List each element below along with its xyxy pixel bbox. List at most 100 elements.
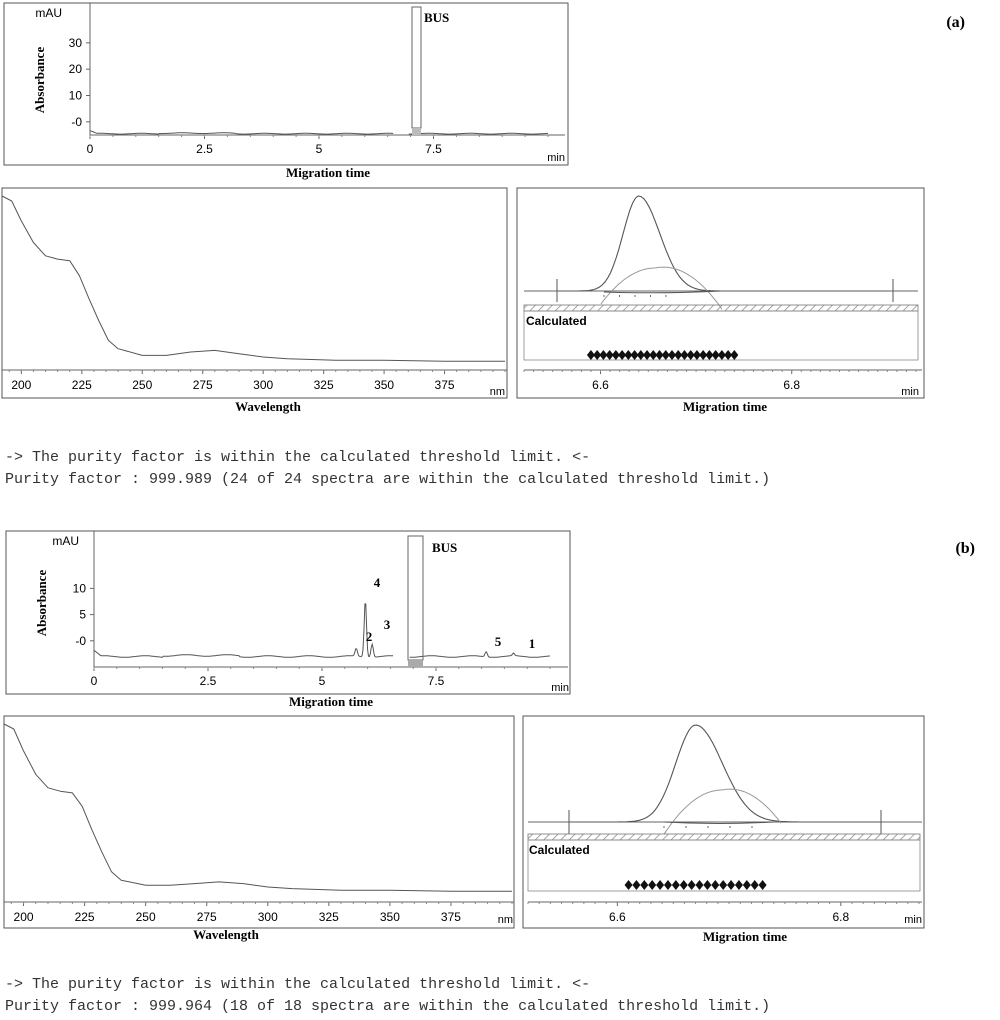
a-purity-xunit: min	[901, 386, 919, 398]
b-spectrum-diamond	[711, 880, 720, 890]
a-electropherogram-frame	[3, 2, 569, 166]
b-electropherogram: 0 2.5 5 7.5 -0 5 10 BUS 4 2 3 5 1 mAU Absorban…	[5, 530, 571, 709]
b-spectrum-diamond	[640, 880, 649, 890]
a-purity-peak-curve	[558, 195, 890, 292]
a-spectrum-diamond	[655, 350, 664, 360]
a-calculated-hatch-bar	[523, 304, 919, 312]
b-uv-frame	[3, 715, 515, 929]
a-uv-xtick-label: 275	[193, 378, 213, 392]
b-purity-threshold-curve	[663, 788, 782, 835]
b-uv-xunit: nm	[498, 914, 513, 926]
panel-label-b: (b)	[955, 540, 975, 557]
a-uv-xtick-label: 225	[72, 378, 92, 392]
a-purity-frame	[516, 187, 925, 399]
a-purity-xlabel: Migration time	[683, 399, 767, 414]
b-bus-peak-box	[407, 535, 424, 661]
b-uv-xtick-label: 250	[136, 910, 156, 924]
b-spectrum-diamond	[687, 880, 696, 890]
b-spectrum-diamond	[719, 880, 728, 890]
b-uv-series	[3, 723, 512, 892]
a-uv-xtick-label: 375	[435, 378, 455, 392]
b-uv-xtick-label: 325	[319, 910, 339, 924]
a-uv-xtick-label: 325	[314, 378, 334, 392]
a-spectrum-diamond	[630, 350, 639, 360]
b-electro-xunit: min	[551, 682, 569, 694]
a-spectrum-diamond	[611, 350, 620, 360]
b-calculated-region	[527, 839, 921, 892]
a-spectrum-diamond	[643, 350, 652, 360]
b-electro-ytick-label: -0	[75, 634, 86, 648]
b-uv-xtick-label: 225	[75, 910, 95, 924]
a-bus-peak-box	[411, 6, 422, 129]
a-spectrum-diamond	[599, 350, 608, 360]
b-electro-xtick-label: 0	[91, 674, 98, 688]
a-electro-ytick-label: 30	[69, 36, 83, 50]
b-electro-yunit: mAU	[52, 534, 79, 548]
a-electro-xtick-label: 0	[87, 142, 94, 156]
b-purity-peak-curve	[570, 724, 880, 823]
b-electro-xtick-label: 7.5	[428, 674, 445, 688]
a-electro-series	[89, 130, 548, 135]
a-spectrum-diamond	[717, 350, 726, 360]
a-spectrum-diamond	[605, 350, 614, 360]
a-spectrum-diamond	[730, 350, 739, 360]
a-spectrum-diamond	[649, 350, 658, 360]
a-purity-threshold-curve	[600, 266, 723, 310]
a-uv-series	[1, 195, 505, 362]
a-purity-message: -> The purity factor is within the calcu…	[5, 449, 590, 466]
b-spectrum-diamond	[679, 880, 688, 890]
a-bus-peak-fill	[412, 128, 421, 135]
a-uv-xtick-label: 300	[253, 378, 273, 392]
b-bus-peak-fill	[408, 660, 423, 667]
b-uv-xtick-label: 200	[14, 910, 34, 924]
b-spectrum-diamond	[671, 880, 680, 890]
a-electro-ytick-label: 20	[69, 62, 83, 76]
a-spectrum-diamond	[724, 350, 733, 360]
a-electro-xtick-label: 7.5	[425, 142, 442, 156]
b-purity-xtick-label: 6.8	[832, 910, 849, 924]
b-spectrum-diamond	[750, 880, 759, 890]
b-peak-2-label: 2	[366, 629, 373, 644]
a-uv-xtick-label: 250	[132, 378, 152, 392]
b-peak-1-label: 1	[529, 636, 536, 651]
b-spectrum-diamond	[656, 880, 665, 890]
b-uv-xtick-label: 375	[441, 910, 461, 924]
b-spectrum-diamond	[663, 880, 672, 890]
a-purity-plot: Calculated 6.6 6.8 min Migration time	[516, 187, 925, 414]
a-spectrum-diamond	[593, 350, 602, 360]
b-electro-ylabel: Absorbance	[34, 570, 49, 637]
b-spectrum-diamond	[758, 880, 767, 890]
a-purity-noise-line	[603, 290, 722, 294]
b-spectrum-diamond	[648, 880, 657, 890]
a-purity-factor-line: Purity factor : 999.989 (24 of 24 spectr…	[5, 471, 770, 488]
a-uv-frame	[1, 187, 508, 399]
a-purity-xtick-label: 6.8	[783, 378, 800, 392]
b-purity-factor-line: Purity factor : 999.964 (18 of 18 spectr…	[5, 998, 770, 1015]
b-electropherogram-frame	[5, 530, 571, 695]
a-uv-xtick-label: 350	[374, 378, 394, 392]
a-electro-ytick-label: -0	[71, 115, 82, 129]
a-spectrum-diamond	[667, 350, 676, 360]
b-electro-ytick-label: 10	[73, 581, 87, 595]
a-uv-xlabel: Wavelength	[235, 399, 301, 414]
b-spectrum-diamond	[727, 880, 736, 890]
a-spectrum-diamond	[699, 350, 708, 360]
b-spectrum-diamond	[742, 880, 751, 890]
a-bus-label: BUS	[424, 10, 449, 25]
b-uv-spectrum: 200 225 250 275 300 325 350 375 nm Wavelength	[3, 715, 515, 942]
a-electro-ytick-label: 10	[69, 89, 83, 103]
b-electro-xtick-label: 5	[319, 674, 326, 688]
a-spectrum-diamond	[692, 350, 701, 360]
b-uv-xlabel: Wavelength	[193, 927, 259, 942]
b-purity-message: -> The purity factor is within the calcu…	[5, 976, 590, 993]
a-uv-spectrum: 200 225 250 275 300 325 350 375 nm Wavelength	[1, 187, 508, 414]
b-bus-label: BUS	[432, 540, 457, 555]
b-uv-xtick-label: 300	[258, 910, 278, 924]
b-electro-xlabel: Migration time	[289, 694, 373, 709]
b-electro-xtick-label: 2.5	[200, 674, 217, 688]
b-uv-xtick-label: 275	[197, 910, 217, 924]
b-purity-noise-line	[663, 821, 775, 824]
a-spectrum-diamond	[586, 350, 595, 360]
b-purity-xtick-label: 6.6	[609, 910, 626, 924]
